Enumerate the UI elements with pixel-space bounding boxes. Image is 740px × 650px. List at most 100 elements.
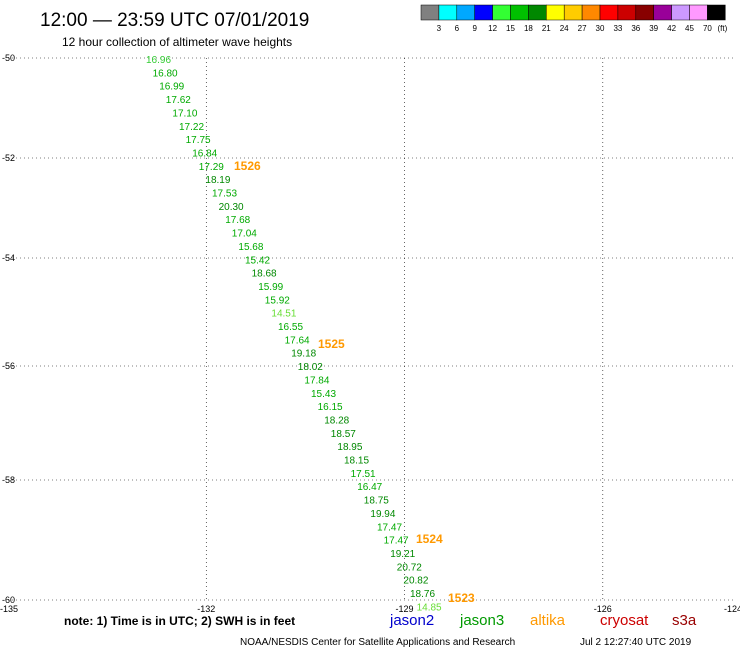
color-scale-swatch <box>707 4 726 21</box>
pass-number-label: 1523 <box>448 591 475 605</box>
swh-label: 17.47 <box>384 536 409 547</box>
swh-label: 17.84 <box>304 375 329 386</box>
swh-label: 16.96 <box>146 55 171 66</box>
color-scale-swatch <box>599 4 619 21</box>
chart-subtitle: 12 hour collection of altimeter wave hei… <box>62 35 292 49</box>
color-scale-label: 21 <box>542 24 551 33</box>
y-tick-label: -56 <box>2 361 15 371</box>
color-scale-swatch <box>617 4 637 21</box>
swh-label: 15.68 <box>238 242 263 253</box>
y-tick-label: -58 <box>2 475 15 485</box>
satellite-legend-jason2: jason2 <box>389 612 434 629</box>
swh-label: 18.15 <box>344 456 369 467</box>
swh-label: 16.84 <box>192 148 217 159</box>
color-scale-label: 45 <box>685 24 694 33</box>
color-scale-swatch <box>510 4 529 21</box>
x-tick-label: -132 <box>197 604 215 614</box>
color-scale-label: 9 <box>472 24 477 33</box>
color-scale-swatch <box>474 4 493 21</box>
color-scale-swatch <box>420 4 440 21</box>
x-tick-label: -126 <box>594 604 612 614</box>
swh-label: 15.42 <box>245 255 270 266</box>
swh-label: 18.02 <box>298 362 323 373</box>
swh-label: 16.47 <box>357 482 382 493</box>
color-scale-label: 39 <box>649 24 658 33</box>
swh-label: 18.57 <box>331 429 356 440</box>
satellite-legend-s3a: s3a <box>672 612 697 629</box>
swh-label: 20.30 <box>219 202 244 213</box>
swh-label: 18.76 <box>410 589 435 600</box>
x-tick-label: -129 <box>396 604 414 614</box>
color-scale-label: 12 <box>488 24 497 33</box>
y-tick-label: -50 <box>2 53 15 63</box>
satellite-legend-altika: altika <box>530 612 566 629</box>
swh-label: 19.21 <box>390 549 415 560</box>
color-scale-label: 24 <box>560 24 569 33</box>
swh-label: 18.28 <box>324 415 349 426</box>
footer-credit: NOAA/NESDIS Center for Satellite Applica… <box>240 637 515 648</box>
footer-timestamp: Jul 2 12:27:40 UTC 2019 <box>580 637 692 648</box>
satellite-legend: jason2 jason3 altika cryosat s3a <box>389 612 697 629</box>
axis-tick-labels: -50-52-54-56-58-60-135-132-129-126-123-1… <box>0 53 740 614</box>
swh-label: 18.95 <box>337 442 362 453</box>
swh-label: 17.75 <box>186 135 211 146</box>
swh-label: 20.72 <box>397 562 422 573</box>
color-scale-label: 15 <box>506 24 515 33</box>
color-scale-label: 18 <box>524 24 533 33</box>
swh-label: 17.62 <box>166 95 191 106</box>
swh-label: 17.29 <box>199 162 224 173</box>
color-scale-label: 42 <box>667 24 676 33</box>
color-scale-swatch <box>671 4 690 21</box>
swh-label: 15.92 <box>265 295 290 306</box>
swh-label: 17.51 <box>351 469 376 480</box>
x-tick-label: -135 <box>0 604 18 614</box>
color-scale-label: 27 <box>578 24 587 33</box>
swh-label: 17.53 <box>212 189 237 200</box>
color-scale-label: 70 <box>703 24 712 33</box>
pass-number-label: 1526 <box>234 159 261 173</box>
pass-labels: 1526 1525 1524 1523 <box>234 159 475 605</box>
swh-label: 15.99 <box>258 282 283 293</box>
color-scale-swatch <box>563 4 583 21</box>
color-scale-label: 30 <box>596 24 605 33</box>
color-scale-swatch <box>689 4 708 21</box>
swh-label: 16.15 <box>318 402 343 413</box>
satellite-legend-jason3: jason3 <box>459 612 504 629</box>
color-scale-label: 6 <box>455 24 460 33</box>
swh-label: 17.04 <box>232 229 257 240</box>
color-scale-swatch <box>635 4 654 21</box>
swh-label: 17.22 <box>179 122 204 133</box>
pass-number-label: 1524 <box>416 532 443 546</box>
swh-label: 14.51 <box>271 309 296 320</box>
satellite-legend-cryosat: cryosat <box>600 612 649 629</box>
color-scale-swatch <box>581 4 601 21</box>
y-tick-label: -52 <box>2 153 15 163</box>
swh-label: 17.64 <box>285 335 310 346</box>
swh-label: 17.47 <box>377 522 402 533</box>
color-scale-swatch <box>492 4 511 21</box>
color-scale-swatch <box>456 4 475 21</box>
swh-label: 18.68 <box>252 269 277 280</box>
swh-label: 19.94 <box>370 509 395 520</box>
color-scale-label: 33 <box>613 24 622 33</box>
color-scale-label: 3 <box>437 24 442 33</box>
footer-note: note: 1) Time is in UTC; 2) SWH is in fe… <box>64 614 295 628</box>
color-scale-label: 36 <box>631 24 640 33</box>
color-scale-swatch <box>546 4 565 21</box>
swh-label: 17.68 <box>225 215 250 226</box>
swh-label: 19.18 <box>291 349 316 360</box>
swh-label: 15.43 <box>311 389 336 400</box>
color-scale-swatch <box>438 4 458 21</box>
swh-label: 18.19 <box>205 175 230 186</box>
color-scale-swatch <box>528 4 547 21</box>
y-tick-label: -60 <box>2 595 15 605</box>
swh-label: 16.80 <box>153 68 178 79</box>
pass-number-label: 1525 <box>318 337 345 351</box>
swh-points: 16.96 16.80 16.99 17.62 17.10 17.22 17.75 16.84… <box>146 55 442 613</box>
swh-label: 16.99 <box>159 82 184 93</box>
swh-label: 17.10 <box>172 108 197 119</box>
y-tick-label: -54 <box>2 253 15 263</box>
swh-label: 20.82 <box>403 576 428 587</box>
swh-label: 14.85 <box>417 602 442 613</box>
